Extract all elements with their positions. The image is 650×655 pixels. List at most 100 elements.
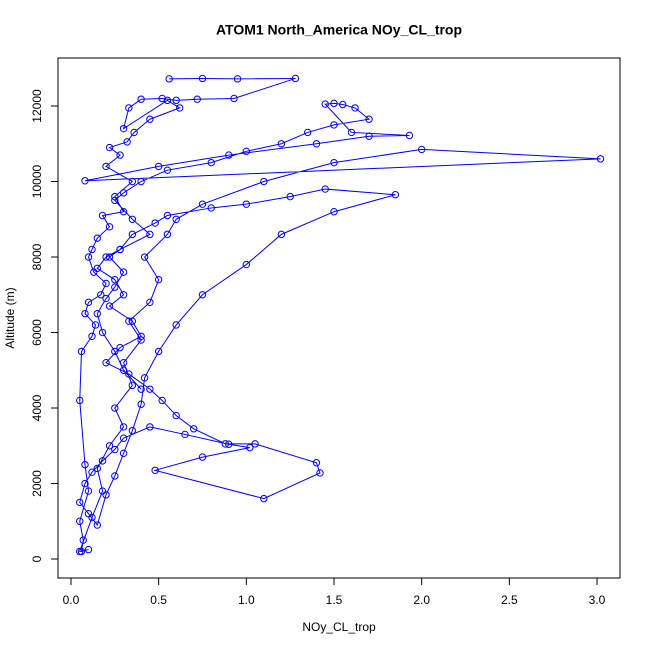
point xyxy=(81,177,89,185)
point xyxy=(128,381,137,390)
point xyxy=(163,230,172,239)
point xyxy=(137,177,145,186)
point xyxy=(125,104,133,112)
point xyxy=(111,283,119,291)
point xyxy=(98,328,107,337)
point xyxy=(365,115,373,123)
point xyxy=(351,104,359,112)
y-axis-label: Altitude (m) xyxy=(3,287,17,348)
point xyxy=(84,487,93,495)
point xyxy=(98,457,107,465)
y-tick-label: 0 xyxy=(30,555,44,562)
point xyxy=(146,230,154,239)
point xyxy=(93,464,101,473)
point xyxy=(111,196,119,205)
point xyxy=(225,440,233,448)
point xyxy=(102,253,110,261)
point xyxy=(233,75,242,83)
point xyxy=(230,94,238,103)
point xyxy=(137,385,145,393)
chart-title: ATOM1 North_America NOy_CL_trop xyxy=(216,22,462,38)
point xyxy=(137,95,145,103)
point xyxy=(125,370,133,378)
point xyxy=(81,479,89,488)
point xyxy=(119,366,128,374)
point xyxy=(391,191,400,199)
point xyxy=(137,400,145,408)
point xyxy=(125,317,133,325)
point xyxy=(330,99,338,108)
point xyxy=(154,162,163,171)
point xyxy=(137,332,145,340)
point xyxy=(146,423,154,431)
series-line xyxy=(78,77,601,553)
y-tick-label: 2000 xyxy=(30,470,44,497)
point xyxy=(163,96,172,105)
point xyxy=(137,336,145,344)
point xyxy=(140,374,149,382)
point xyxy=(330,121,338,129)
point xyxy=(347,128,356,137)
point xyxy=(198,291,207,299)
point xyxy=(111,192,119,201)
point xyxy=(102,294,110,303)
point xyxy=(154,347,163,356)
point xyxy=(93,309,101,318)
x-axis-label: NOy_CL_trop xyxy=(302,620,376,634)
point xyxy=(198,200,207,208)
point xyxy=(111,404,119,412)
point xyxy=(321,185,329,193)
point xyxy=(172,215,180,223)
point xyxy=(116,245,124,254)
point xyxy=(119,449,128,458)
point xyxy=(105,442,114,450)
point xyxy=(81,309,89,318)
point xyxy=(128,177,137,186)
point xyxy=(111,472,119,480)
point xyxy=(146,115,154,123)
point xyxy=(119,359,128,367)
point xyxy=(119,189,128,197)
point xyxy=(84,510,93,518)
point xyxy=(76,396,84,405)
point xyxy=(111,275,119,284)
point xyxy=(128,426,137,435)
point xyxy=(158,94,166,103)
point xyxy=(84,253,93,261)
point xyxy=(303,128,312,137)
point xyxy=(97,291,105,299)
point xyxy=(102,162,110,171)
y-tick-label: 8000 xyxy=(30,243,44,270)
point xyxy=(119,434,128,442)
point xyxy=(198,453,207,461)
point xyxy=(175,104,184,112)
point xyxy=(123,138,131,146)
point xyxy=(172,96,180,105)
point xyxy=(88,245,96,254)
point xyxy=(242,260,251,269)
point xyxy=(84,298,93,307)
point xyxy=(321,100,329,108)
point xyxy=(111,445,119,454)
point xyxy=(291,74,300,83)
point xyxy=(93,521,101,529)
point xyxy=(312,459,321,467)
point xyxy=(88,332,96,340)
point xyxy=(151,466,159,475)
point xyxy=(93,234,101,242)
point xyxy=(158,396,166,405)
point xyxy=(102,359,110,367)
point xyxy=(277,140,286,148)
point xyxy=(105,302,114,310)
point xyxy=(242,200,251,208)
x-tick-label: 1.0 xyxy=(238,593,255,607)
x-tick-label: 0.0 xyxy=(63,593,80,607)
point xyxy=(312,140,321,148)
point xyxy=(207,158,215,167)
point xyxy=(102,491,110,499)
point xyxy=(105,143,114,152)
point xyxy=(93,264,101,273)
point xyxy=(130,128,138,137)
point xyxy=(146,385,154,393)
